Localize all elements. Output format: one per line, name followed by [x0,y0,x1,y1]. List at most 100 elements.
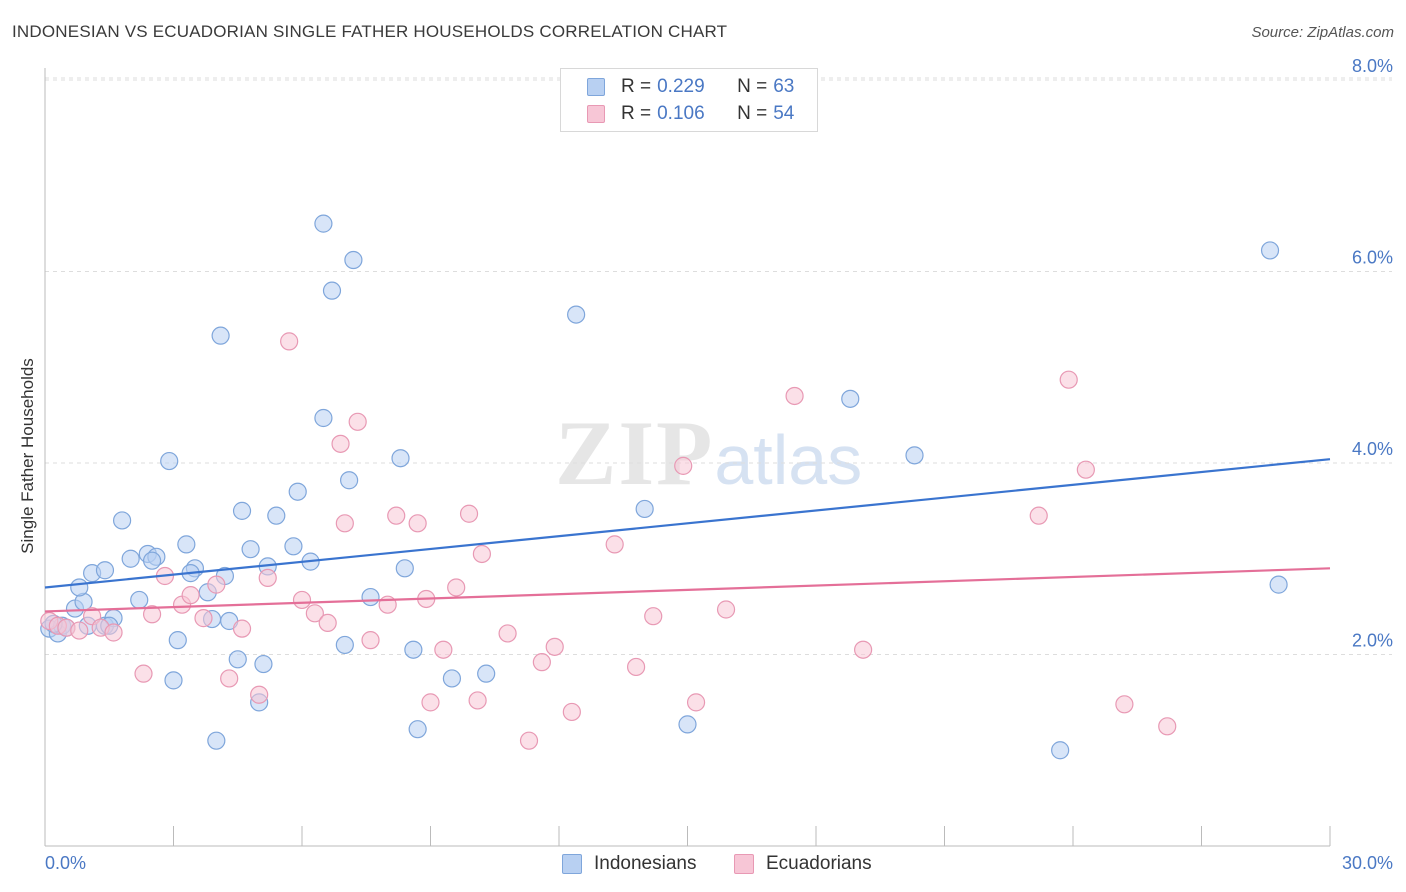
indonesian-point [314,408,333,428]
ecuadorian-point [318,613,337,633]
ecuadorian-point [434,640,453,659]
indonesian-point [168,631,187,650]
indonesian-point [1260,241,1280,260]
indonesian-point [121,549,140,568]
indonesian-point [284,537,303,556]
legend-r-value: 0.106 [657,103,705,124]
ecuadorian-point [250,685,269,704]
ecuadorian-point [207,575,226,594]
ecuadorian-point [519,731,539,750]
legend-swatch-blue [587,78,605,96]
ecuadorian-point [232,619,252,638]
indonesian-point [160,451,179,471]
ecuadorian-point [686,693,706,712]
ecuadorian-point [854,640,873,659]
axis-layer [44,68,1331,847]
indonesian-point [361,587,380,607]
correlation-legend: R = 0.229 N = 63 R = 0.106 N = 54 [560,68,818,132]
ecuadorian-point [181,586,200,605]
indonesian-point [322,281,342,300]
indonesian-point [335,635,354,655]
y-tick-label: 4.0% [1352,439,1393,459]
ecuadorian-point [348,412,367,431]
indonesian-point [177,535,196,554]
ecuadorian-point [674,456,693,475]
y-tick-label: 8.0% [1352,56,1393,76]
ecuadorian-point [1158,717,1177,736]
ecuadorian-point [292,590,312,610]
legend-r-value: 0.229 [657,76,705,97]
x-tick-label-max: 30.0% [1342,853,1393,873]
indonesian-point [95,561,115,580]
ecuadorian-point [408,514,427,533]
indonesian-point [391,449,410,468]
legend-r-label: R = [621,76,652,97]
ecuadorian-point [194,609,213,628]
legend-item-indonesians[interactable]: Indonesians [562,853,696,875]
ecuadorian-point [532,653,551,672]
indonesian-point [130,590,149,610]
ecuadorian-point [605,535,624,554]
indonesian-point [112,511,132,530]
ecuadorian-point [387,506,406,525]
legend-row-indonesians: R = 0.229 N = 63 [587,75,794,99]
indonesian-point [905,446,924,465]
legend-swatch-pink [734,854,754,874]
trend-layer [44,458,1331,613]
ecuadorian-point [361,631,380,650]
indonesian-point [340,471,359,490]
tick-label-layer: 2.0% 4.0% 6.0% 8.0% 0.0% 30.0% [45,56,1393,873]
points-layer [40,214,1288,760]
legend-row-ecuadorians: R = 0.106 N = 54 [587,102,794,126]
indonesian-trend-line [44,458,1331,589]
indonesian-point [567,305,586,324]
ecuadorian-point [134,664,153,683]
ecuadorian-point [562,702,581,722]
ecuadorian-point [70,621,89,640]
indonesian-point [477,664,496,683]
ecuadorian-point [335,514,354,533]
legend-swatch-blue [562,854,582,874]
indonesian-point [442,669,462,688]
indonesian-point [241,540,260,559]
ecuadorian-point [1115,695,1134,714]
indonesian-point [211,326,230,345]
ecuadorian-point [1076,460,1095,479]
source-label: Source: ZipAtlas.com [1251,24,1394,41]
ecuadorian-point [331,434,350,453]
indonesian-point [1051,741,1070,760]
ecuadorian-point [220,669,239,688]
y-tick-label: 2.0% [1352,631,1393,651]
legend-item-ecuadorians[interactable]: Ecuadorians [734,853,872,875]
legend-label-indonesians: Indonesians [594,853,697,874]
legend-r-label: R = [621,103,652,124]
ecuadorian-point [305,604,324,623]
indonesian-point [1269,575,1288,594]
indonesian-point [164,671,183,690]
indonesian-point [267,506,286,525]
legend-n-label: N = [737,76,768,97]
ecuadorian-point [626,657,646,677]
ecuadorian-point [1059,370,1078,389]
indonesian-point [70,578,89,597]
ecuadorian-point [545,637,564,656]
indonesian-point [404,640,423,659]
chart-title: INDONESIAN VS ECUADORIAN SINGLE FATHER H… [12,22,728,41]
indonesian-point [408,720,427,739]
indonesian-point [142,551,162,570]
indonesian-point [395,559,414,578]
ecuadorian-point [785,386,804,406]
indonesian-point [228,650,247,669]
ecuadorian-point [447,578,466,597]
ecuadorian-point [258,568,277,588]
indonesian-point [288,482,307,501]
ecuadorian-point [472,544,491,564]
ecuadorian-point [104,623,123,642]
legend-n-value: 63 [773,76,795,97]
legend-swatch-pink [587,105,605,123]
ecuadorian-point [498,624,517,643]
indonesian-point [232,501,252,520]
legend-label-ecuadorians: Ecuadorians [766,853,872,874]
indonesian-point [207,731,226,750]
